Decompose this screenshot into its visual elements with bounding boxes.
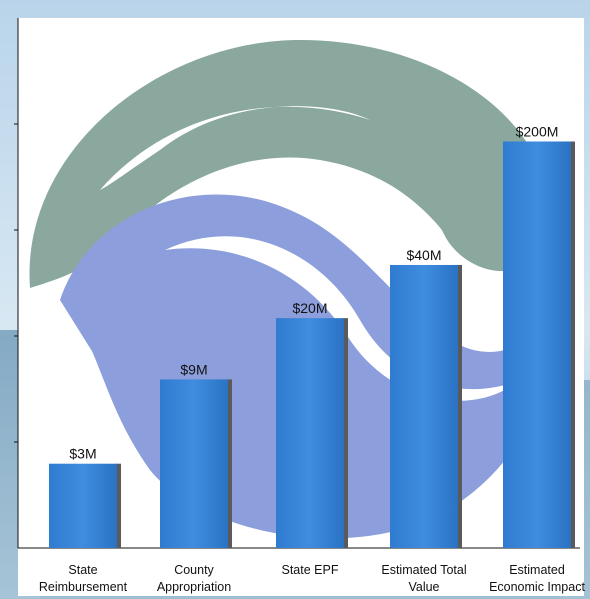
value-label-0: $3M xyxy=(69,446,96,462)
bar-shadow xyxy=(227,379,232,548)
bar-1 xyxy=(160,379,228,548)
bar-0 xyxy=(49,463,117,548)
value-label-1: $9M xyxy=(180,361,207,377)
x-tick-label-1: County Appropriation xyxy=(157,563,231,594)
bars-layer xyxy=(49,141,575,549)
bar-4 xyxy=(503,141,571,549)
value-label-4: $200M xyxy=(516,123,559,139)
x-tick-label-0: State Reimbursement xyxy=(39,563,128,594)
bar-shadow xyxy=(457,264,462,548)
value-label-3: $40M xyxy=(406,247,441,263)
x-tick-label-2: State EPF xyxy=(282,563,339,577)
x-tick-label-4: Estimated Economic Impact xyxy=(489,563,585,594)
bar-shadow xyxy=(343,318,348,548)
bar-2 xyxy=(276,318,344,548)
bar-3 xyxy=(390,264,458,548)
x-axis-labels: State Reimbursement County Appropriation Sta… xyxy=(39,563,586,594)
x-tick-label-3: Estimated Total Value xyxy=(381,563,466,594)
value-labels-layer: $3M $9M $20M $40M $200M xyxy=(69,123,558,461)
bar-shadow xyxy=(570,141,575,549)
bar-shadow xyxy=(116,463,121,548)
value-label-2: $20M xyxy=(292,300,327,316)
